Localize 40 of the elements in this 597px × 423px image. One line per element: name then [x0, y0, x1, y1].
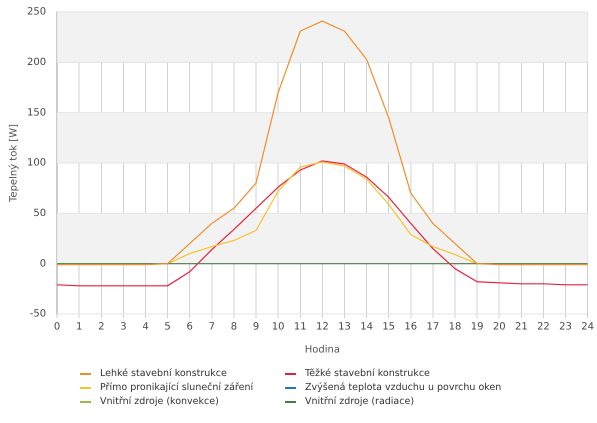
x-tick-label: 13 [338, 322, 351, 333]
y-tick-label: 50 [33, 208, 46, 219]
x-tick-label: 1 [76, 322, 82, 333]
legend-label: Přímo pronikající sluneční záření [100, 382, 254, 393]
x-tick-label: 5 [164, 322, 171, 333]
legend-label: Těžké stavební konstrukce [305, 368, 430, 379]
x-tick-label: 11 [294, 322, 307, 333]
x-tick-label: 2 [98, 322, 104, 333]
y-axis-title: Tepelný tok [W] [8, 124, 20, 203]
x-tick-label: 12 [316, 322, 329, 333]
x-tick-label: 20 [492, 322, 506, 333]
legend-label: Vnitřní zdroje (radiace) [305, 396, 414, 407]
legend-label: Lehké stavební konstrukce [100, 368, 227, 379]
x-tick-label: 3 [120, 322, 127, 333]
x-tick-label: 4 [142, 322, 149, 333]
x-tick-label: 21 [514, 322, 528, 333]
x-tick-label: 0 [54, 322, 60, 333]
x-tick-label: 16 [404, 322, 418, 333]
x-tick-label: 17 [426, 322, 440, 333]
y-tick-label: 100 [26, 158, 46, 169]
legend-label: Vnitřní zdroje (konvekce) [100, 396, 219, 407]
x-tick-label: 22 [537, 322, 550, 333]
y-tick-label: -50 [30, 308, 46, 320]
y-tick-label: 200 [26, 56, 46, 68]
x-axis-title: Hodina [304, 344, 340, 356]
y-tick-label: 250 [26, 6, 46, 18]
x-tick-label: 10 [272, 322, 285, 333]
x-tick-label: 23 [559, 322, 572, 333]
x-tick-label: 9 [252, 322, 260, 333]
y-tick-label: 0 [40, 258, 46, 270]
x-tick-label: 8 [230, 322, 238, 333]
x-tick-label: 24 [581, 322, 594, 333]
x-tick-label: 18 [448, 322, 462, 333]
legend-label: Zvýšená teplota vzduchu u povrchu oken [305, 382, 502, 393]
x-tick-label: 7 [208, 322, 216, 333]
y-tick-label: 150 [26, 107, 46, 118]
x-tick-label: 6 [186, 322, 193, 333]
x-tick-label: 14 [360, 322, 373, 333]
x-tick-label: 19 [470, 322, 484, 333]
x-tick-label: 15 [382, 322, 396, 333]
